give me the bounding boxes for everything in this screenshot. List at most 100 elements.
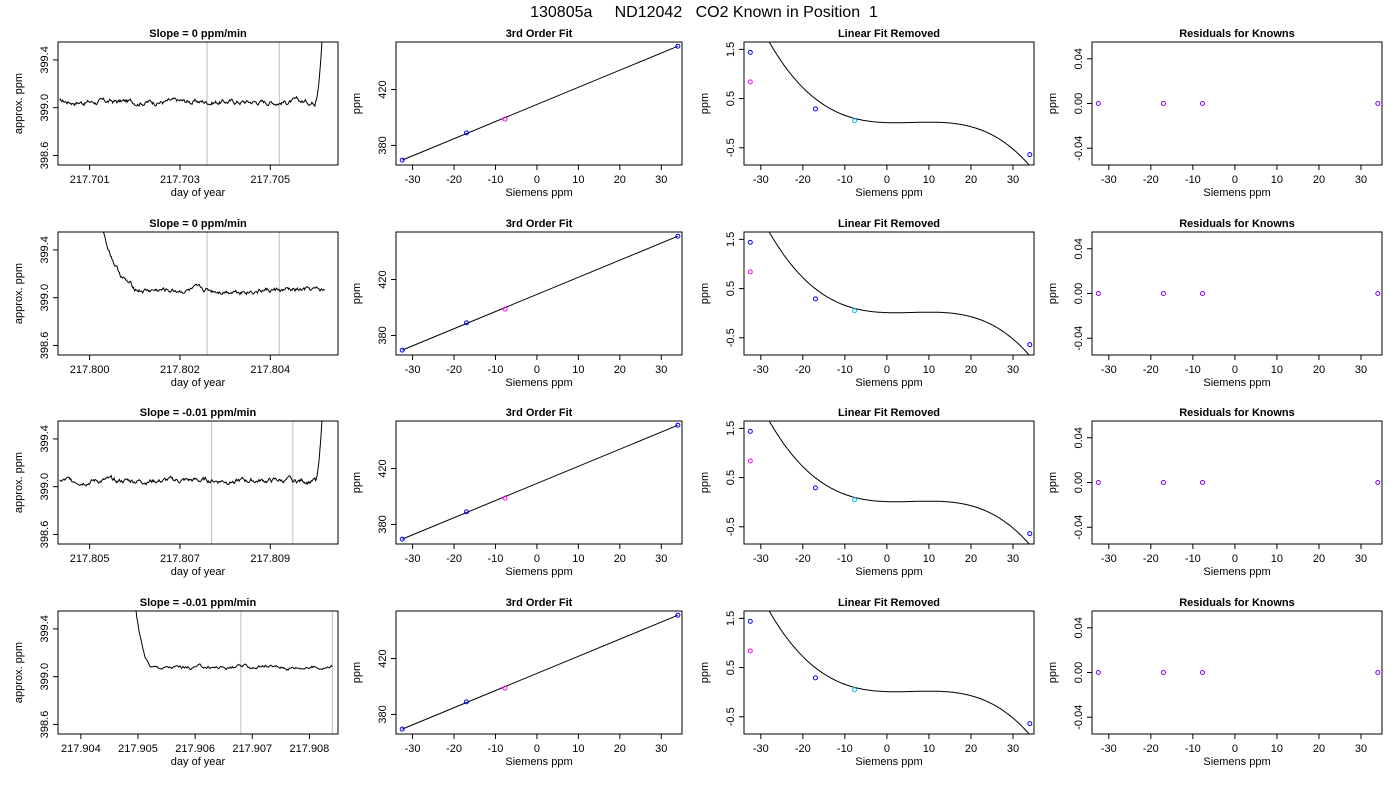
y-axis-label: ppm xyxy=(351,662,363,683)
plot-frame xyxy=(395,610,683,735)
plot-area xyxy=(1095,670,1381,675)
data-point xyxy=(1095,101,1101,106)
x-tick-label: -20 xyxy=(1143,743,1159,755)
page-title: 130805a ND12042 CO2 Known in Position 1 xyxy=(530,4,878,21)
x-tick-label: 0 xyxy=(534,743,540,755)
x-tick-label: -20 xyxy=(795,364,811,376)
data-point xyxy=(852,118,858,124)
x-tick-label: -10 xyxy=(837,553,853,565)
data-point xyxy=(1375,670,1381,675)
data-point xyxy=(675,233,681,239)
fit-line xyxy=(402,235,679,351)
x-tick-label: 10 xyxy=(1271,743,1283,755)
x-axis-label: Siemens ppm xyxy=(855,377,922,389)
data-point xyxy=(1375,101,1381,106)
x-tick-label: -20 xyxy=(446,174,462,186)
panel-timeseries-2: Slope = 0 ppm/min 217.800 217.802 217.804 39… xyxy=(13,218,339,389)
y-tick-label: 0.04 xyxy=(1073,238,1085,259)
panel-fit-1: 3rd Order Fit -30 -20 -10 0 10 20 30 380 420 Sieme… xyxy=(351,28,683,199)
plot-frame xyxy=(1091,231,1383,356)
data-point xyxy=(1027,531,1033,537)
y-tick-label: 1.5 xyxy=(725,611,737,626)
data-point xyxy=(852,687,858,693)
panel-residuals-2: Residuals for Knowns -30 -20 -10 0 10 20 30 -0.0… xyxy=(1047,218,1383,389)
y-tick-label: 380 xyxy=(377,515,389,533)
y-axis-label: ppm xyxy=(699,472,711,493)
y-axis-label: ppm xyxy=(351,283,363,304)
y-tick-label: 420 xyxy=(377,649,389,667)
y-axis-label: approx. ppm xyxy=(13,642,25,703)
y-axis-label: ppm xyxy=(1047,472,1059,493)
x-tick-label: -20 xyxy=(446,553,462,565)
data-point xyxy=(747,49,753,55)
x-tick-label: -10 xyxy=(488,364,504,376)
x-tick-label: 0 xyxy=(1232,174,1238,186)
y-tick-label: 399.4 xyxy=(39,46,51,74)
data-point xyxy=(1027,721,1033,727)
y-tick-label: 399.0 xyxy=(39,473,51,501)
x-tick-label: 30 xyxy=(1355,364,1367,376)
x-tick-label: 217.800 xyxy=(70,364,110,376)
y-tick-label: 398.6 xyxy=(39,711,51,739)
data-point xyxy=(502,685,508,691)
x-tick-label: 0 xyxy=(1232,553,1238,565)
plot-frame xyxy=(743,420,1035,545)
y-tick-label: 380 xyxy=(377,136,389,154)
y-tick-label: 399.0 xyxy=(39,663,51,691)
x-tick-label: -10 xyxy=(1185,174,1201,186)
x-tick-label: 20 xyxy=(1313,364,1325,376)
data-point xyxy=(399,726,405,732)
chart-title: Residuals for Knowns xyxy=(1179,407,1295,419)
y-tick-label: 0.04 xyxy=(1073,48,1085,69)
x-tick-label: -20 xyxy=(795,743,811,755)
chart-title: 3rd Order Fit xyxy=(506,407,573,419)
data-point xyxy=(1027,342,1033,348)
x-tick-label: 20 xyxy=(614,743,626,755)
x-tick-label: 217.802 xyxy=(160,364,200,376)
data-point xyxy=(747,269,753,275)
y-tick-label: 0.00 xyxy=(1073,93,1085,114)
panel-residuals-4: Residuals for Knowns -30 -20 -10 0 10 20 30 -0.0… xyxy=(1047,597,1383,768)
x-tick-label: -30 xyxy=(1101,174,1117,186)
panel-fit-4: 3rd Order Fit -30 -20 -10 0 10 20 30 380 420 Sieme… xyxy=(351,597,683,768)
y-tick-label: 1.5 xyxy=(725,42,737,57)
y-tick-label: 380 xyxy=(377,326,389,344)
data-point xyxy=(747,458,753,464)
x-tick-label: -10 xyxy=(488,174,504,186)
plot-area xyxy=(59,42,323,165)
data-point xyxy=(852,308,858,314)
fit-curve xyxy=(768,232,1030,355)
data-point xyxy=(1095,670,1101,675)
panel-linear-removed-3: Linear Fit Removed -30 -20 -10 0 10 20 30 -0.5 0.… xyxy=(699,407,1035,578)
plot-area xyxy=(399,612,681,732)
x-tick-label: -10 xyxy=(1185,364,1201,376)
plot-frame xyxy=(395,41,683,166)
x-tick-label: 10 xyxy=(923,553,935,565)
y-axis-label: ppm xyxy=(1047,662,1059,683)
x-tick-label: -10 xyxy=(837,364,853,376)
y-tick-label: 380 xyxy=(377,705,389,723)
data-point xyxy=(1160,480,1166,485)
x-tick-label: 10 xyxy=(923,364,935,376)
data-point xyxy=(1375,480,1381,485)
y-axis-label: ppm xyxy=(1047,93,1059,114)
data-point xyxy=(502,116,508,122)
panel-grid: Slope = 0 ppm/min 217.701 217.703 217.705 39… xyxy=(13,28,1383,768)
data-point xyxy=(1095,291,1101,296)
x-tick-label: -30 xyxy=(753,553,769,565)
y-axis-label: ppm xyxy=(351,93,363,114)
panel-residuals-3: Residuals for Knowns -30 -20 -10 0 10 20 30 -0.0… xyxy=(1047,407,1383,578)
x-tick-label: -30 xyxy=(1101,364,1117,376)
x-tick-label: -30 xyxy=(753,364,769,376)
plot-area xyxy=(1095,480,1381,485)
x-axis-label: Siemens ppm xyxy=(505,187,572,199)
y-tick-label: -0.04 xyxy=(1073,136,1085,161)
x-axis-label: Siemens ppm xyxy=(505,756,572,768)
x-tick-label: 0 xyxy=(1232,364,1238,376)
y-tick-label: -0.5 xyxy=(725,138,737,157)
panel-timeseries-3: Slope = -0.01 ppm/min 217.805 217.807 217.8… xyxy=(13,407,339,578)
x-axis-label: Siemens ppm xyxy=(855,566,922,578)
x-tick-label: 0 xyxy=(534,553,540,565)
y-tick-label: 0.00 xyxy=(1073,662,1085,683)
y-tick-label: -0.04 xyxy=(1073,705,1085,730)
